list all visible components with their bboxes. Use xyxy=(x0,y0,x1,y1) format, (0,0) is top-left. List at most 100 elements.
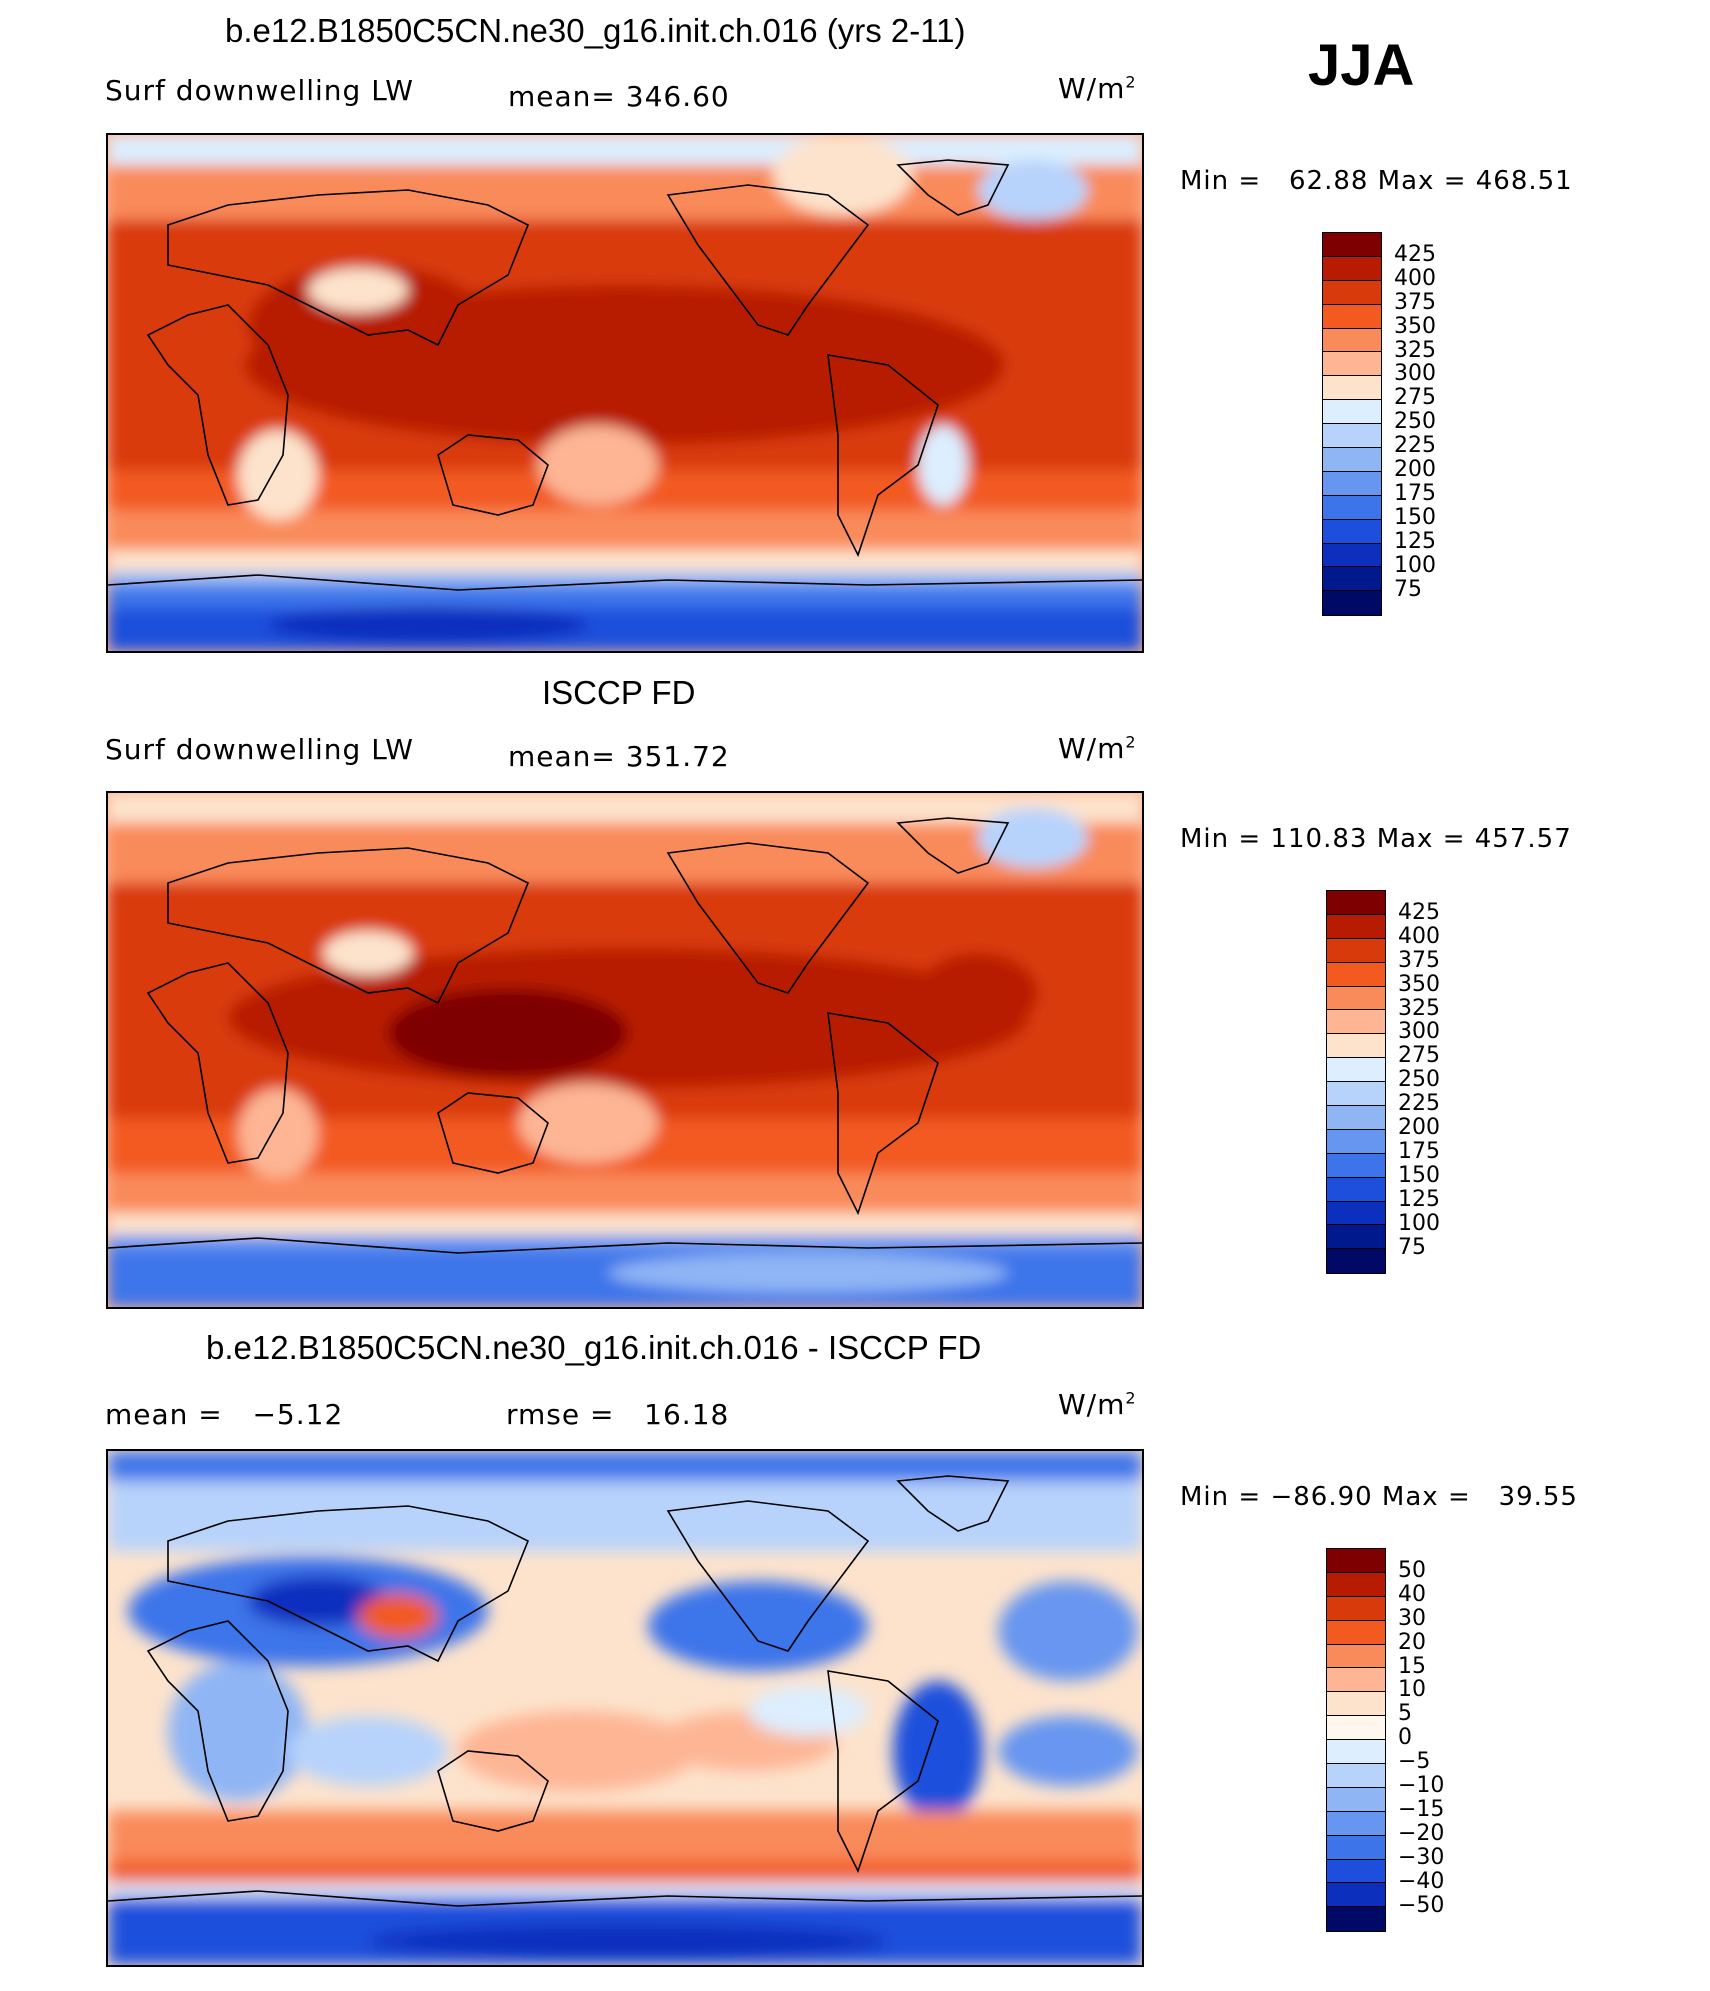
colorbar-tick-label: 50 xyxy=(1398,1557,1426,1583)
colorbar-tick-label: 30 xyxy=(1398,1605,1426,1631)
colorbar-swatch xyxy=(1326,1906,1386,1932)
panel-1-mean-label: mean= 346.60 xyxy=(508,80,730,113)
colorbar-swatch xyxy=(1326,1128,1386,1155)
colorbar-tick-label: 225 xyxy=(1398,1091,1440,1117)
colorbar-tick-label: 75 xyxy=(1398,1234,1426,1260)
panel-1-minmax: Min = 62.88 Max = 468.51 xyxy=(1180,166,1573,196)
colorbar-tick-label: 300 xyxy=(1398,1019,1440,1045)
colorbar-swatch xyxy=(1326,1810,1386,1837)
colorbar-tick-label: 0 xyxy=(1398,1725,1412,1751)
colorbar-swatch xyxy=(1326,1715,1386,1741)
panel-1-colorbar-swatches xyxy=(1322,232,1382,616)
colorbar-swatch xyxy=(1322,423,1382,449)
colorbar-tick-label: −20 xyxy=(1398,1820,1445,1846)
colorbar-swatch xyxy=(1326,1858,1386,1884)
colorbar-swatch xyxy=(1326,1248,1386,1274)
colorbar-swatch xyxy=(1326,1739,1386,1765)
colorbar-tick-label: 150 xyxy=(1398,1162,1440,1188)
colorbar-swatch xyxy=(1322,542,1382,568)
colorbar-tick-label: 300 xyxy=(1394,361,1436,387)
colorbar-tick-label: −15 xyxy=(1398,1796,1445,1822)
colorbar-swatch xyxy=(1322,566,1382,592)
colorbar-tick-label: −50 xyxy=(1398,1892,1445,1918)
panel-2-variable-label: Surf downwelling LW xyxy=(105,733,414,766)
panel-3-map xyxy=(106,1449,1144,1967)
colorbar-swatch xyxy=(1326,1882,1386,1908)
colorbar-tick-label: 200 xyxy=(1398,1115,1440,1140)
colorbar-swatch xyxy=(1326,1619,1386,1646)
colorbar-swatch xyxy=(1322,590,1382,616)
colorbar-tick-label: 250 xyxy=(1398,1067,1440,1093)
colorbar-swatch xyxy=(1326,1009,1386,1035)
colorbar-tick-label: 150 xyxy=(1394,504,1436,530)
panel-1-map-svg xyxy=(108,135,1142,651)
panel-1-colorbar: 425 400 375 350 325 300 275 250 225 200 175 150 125 1… xyxy=(1322,232,1436,616)
colorbar-tick-label: −5 xyxy=(1398,1749,1431,1775)
panel-1-map xyxy=(106,133,1144,653)
colorbar-swatch xyxy=(1322,518,1382,545)
colorbar-tick-label: 10 xyxy=(1398,1677,1426,1703)
colorbar-swatch xyxy=(1322,375,1382,401)
colorbar-swatch xyxy=(1322,303,1382,330)
colorbar-tick-label: 125 xyxy=(1394,528,1436,554)
colorbar-swatch xyxy=(1322,351,1382,377)
colorbar-tick-label: 100 xyxy=(1398,1210,1440,1236)
colorbar-swatch xyxy=(1322,447,1382,473)
colorbar-swatch xyxy=(1326,1834,1386,1861)
colorbar-tick-label: 325 xyxy=(1398,995,1440,1021)
colorbar-swatch xyxy=(1326,1763,1386,1789)
colorbar-swatch xyxy=(1326,1081,1386,1107)
colorbar-swatch xyxy=(1326,1105,1386,1131)
colorbar-tick-label: 275 xyxy=(1398,1043,1440,1069)
panel-2-mean-label: mean= 351.72 xyxy=(508,740,730,773)
colorbar-tick-label: 250 xyxy=(1394,409,1436,435)
colorbar-tick-label: −30 xyxy=(1398,1844,1445,1870)
panel-3-map-svg xyxy=(108,1451,1142,1965)
colorbar-swatch xyxy=(1326,1643,1386,1669)
colorbar-swatch xyxy=(1326,913,1386,940)
colorbar-swatch xyxy=(1326,1548,1386,1574)
panel-1-units: W/m2 xyxy=(1058,72,1137,105)
colorbar-swatch xyxy=(1326,961,1386,988)
colorbar-tick-label: 375 xyxy=(1398,947,1440,973)
panel-3-rmse-label: rmse = 16.18 xyxy=(506,1398,730,1431)
colorbar-swatch xyxy=(1322,279,1382,306)
colorbar-tick-label: 400 xyxy=(1394,265,1436,291)
season-label: JJA xyxy=(1308,33,1415,98)
colorbar-swatch xyxy=(1322,327,1382,353)
colorbar-swatch xyxy=(1326,985,1386,1011)
panel-3-minmax: Min = −86.90 Max = 39.55 xyxy=(1180,1482,1578,1512)
colorbar-tick-label: 275 xyxy=(1394,385,1436,411)
panel-1-variable-label: Surf downwelling LW xyxy=(105,74,414,107)
colorbar-tick-label: −10 xyxy=(1398,1773,1445,1798)
colorbar-tick-label: 15 xyxy=(1398,1653,1426,1679)
colorbar-tick-label: 175 xyxy=(1398,1138,1440,1164)
colorbar-swatch xyxy=(1326,1033,1386,1059)
colorbar-tick-label: 225 xyxy=(1394,433,1436,459)
colorbar-swatch xyxy=(1326,890,1386,916)
panel-2-title: ISCCP FD xyxy=(542,674,696,711)
colorbar-tick-label: 200 xyxy=(1394,457,1436,482)
colorbar-tick-label: 125 xyxy=(1398,1186,1440,1212)
colorbar-swatch xyxy=(1326,1057,1386,1083)
colorbar-tick-label: 20 xyxy=(1398,1629,1426,1655)
colorbar-tick-label: 100 xyxy=(1394,552,1436,578)
colorbar-tick-label: 175 xyxy=(1394,480,1436,506)
colorbar-swatch xyxy=(1322,255,1382,282)
colorbar-tick-label: 350 xyxy=(1394,313,1436,339)
colorbar-swatch xyxy=(1326,1691,1386,1717)
panel-3-colorbar-swatches xyxy=(1326,1548,1386,1932)
colorbar-swatch xyxy=(1322,470,1382,497)
colorbar-swatch xyxy=(1326,937,1386,964)
panel-3-units: W/m2 xyxy=(1058,1388,1137,1421)
colorbar-swatch xyxy=(1326,1667,1386,1693)
colorbar-swatch xyxy=(1326,1595,1386,1622)
colorbar-swatch xyxy=(1322,399,1382,425)
colorbar-tick-label: 425 xyxy=(1398,899,1440,925)
colorbar-swatch xyxy=(1326,1200,1386,1226)
colorbar-swatch xyxy=(1326,1176,1386,1203)
colorbar-tick-label: 375 xyxy=(1394,289,1436,315)
colorbar-tick-label: 5 xyxy=(1398,1701,1412,1727)
panel-2-colorbar-swatches xyxy=(1326,890,1386,1274)
panel-1-title: b.e12.B1850C5CN.ne30_g16.init.ch.016 (yr… xyxy=(225,12,966,49)
